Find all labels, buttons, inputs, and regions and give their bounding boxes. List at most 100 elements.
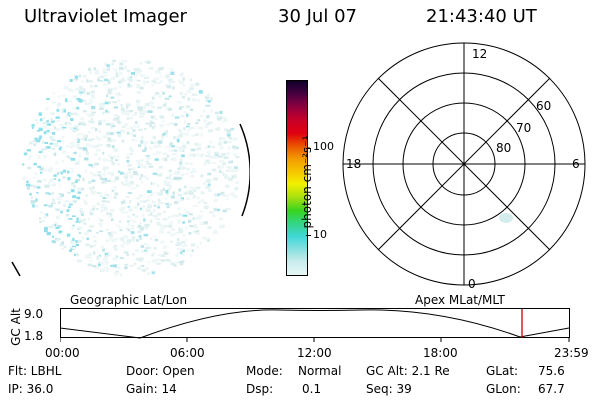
uv-speckle <box>192 98 197 102</box>
uv-speckle <box>123 183 128 186</box>
uv-speckle <box>90 90 95 94</box>
uv-speckle <box>59 146 62 149</box>
uv-speckle <box>27 166 32 170</box>
uv-speckle <box>68 203 73 206</box>
uv-speckle <box>97 138 103 141</box>
uv-speckle <box>233 166 238 170</box>
uv-speckle <box>118 134 122 138</box>
uv-speckle <box>188 154 194 157</box>
limb-arc-right <box>239 123 250 217</box>
uv-speckle <box>47 123 52 126</box>
uv-speckle <box>178 107 182 110</box>
uv-speckle <box>160 136 164 140</box>
uv-speckle <box>113 148 116 151</box>
uv-speckle <box>106 94 108 98</box>
uv-speckle <box>178 199 184 202</box>
uv-speckle <box>218 169 222 173</box>
uv-speckle <box>127 70 131 72</box>
uv-speckle <box>53 178 56 180</box>
uv-speckle <box>102 111 105 115</box>
uv-speckle <box>126 181 131 185</box>
uv-speckle <box>144 208 149 211</box>
uv-speckle <box>166 205 170 209</box>
uv-speckle <box>208 152 211 156</box>
uv-speckle <box>195 122 199 124</box>
uv-speckle <box>99 230 104 232</box>
uv-speckle <box>125 112 130 116</box>
uv-speckle <box>138 108 143 112</box>
uv-speckle <box>57 145 61 147</box>
uv-speckle <box>122 241 126 243</box>
uv-speckle <box>77 139 81 142</box>
uv-speckle <box>77 259 82 263</box>
uv-speckle <box>159 72 162 75</box>
uv-speckle <box>112 257 118 261</box>
uv-speckle <box>85 149 88 153</box>
uv-speckle <box>209 157 213 159</box>
polar-uv-patch <box>499 213 513 223</box>
uv-speckle <box>75 243 79 247</box>
uv-speckle <box>39 118 43 122</box>
uv-speckle <box>46 98 50 100</box>
uv-speckle <box>75 178 80 182</box>
uv-speckle <box>223 140 228 144</box>
uv-speckle <box>114 70 118 73</box>
uv-speckle <box>112 155 116 159</box>
uv-speckle <box>105 268 109 271</box>
uv-speckle <box>43 204 48 207</box>
uv-speckle <box>173 261 179 264</box>
uv-speckle <box>75 254 79 257</box>
uv-speckle <box>106 64 110 68</box>
uv-speckle <box>162 152 167 155</box>
uv-speckle <box>140 258 143 262</box>
uv-speckle <box>173 264 177 267</box>
uv-speckle <box>169 68 174 71</box>
uv-speckle <box>206 115 210 119</box>
uv-speckle <box>196 186 201 190</box>
uv-speckle <box>61 159 65 163</box>
uv-speckle <box>103 62 108 64</box>
uv-speckle <box>99 206 103 209</box>
uv-speckle <box>145 103 150 107</box>
uv-speckle <box>148 67 154 70</box>
timeline-x-tick-0600: 06:00 <box>170 346 205 360</box>
uv-speckle <box>190 83 195 87</box>
uv-speckle <box>126 127 131 130</box>
uv-speckle <box>137 230 141 234</box>
uv-speckle <box>100 104 105 107</box>
uv-speckle <box>143 105 146 109</box>
uv-speckle <box>105 239 110 242</box>
uv-speckle <box>37 165 41 168</box>
uv-speckle <box>86 79 89 83</box>
uv-speckle <box>133 220 137 223</box>
uv-speckle <box>108 216 113 218</box>
uv-speckle <box>225 175 230 178</box>
uv-speckle <box>164 225 168 228</box>
uv-speckle <box>151 96 155 100</box>
uv-speckle <box>141 110 147 113</box>
uv-speckle <box>127 83 131 87</box>
uv-speckle <box>231 175 235 179</box>
uv-speckle <box>131 236 136 240</box>
uv-speckle <box>111 62 114 66</box>
uv-speckle <box>66 155 70 158</box>
timeline-x-tick-0000: 00:00 <box>45 346 80 360</box>
uv-speckle <box>113 264 117 268</box>
uv-speckle <box>143 242 147 246</box>
uv-speckle <box>82 123 87 126</box>
uv-speckle <box>104 177 107 182</box>
uv-speckle <box>107 81 111 84</box>
uv-speckle <box>51 148 56 151</box>
uv-speckle <box>179 106 185 108</box>
uv-speckle <box>100 203 105 206</box>
uv-speckle <box>87 181 92 184</box>
uv-speckle <box>137 163 143 167</box>
uv-speckle <box>209 97 213 101</box>
uv-speckle <box>121 125 126 128</box>
uv-speckle <box>126 242 131 245</box>
timeline-y-axis-label: GC Alt <box>9 308 23 346</box>
uv-speckle <box>182 252 185 256</box>
uv-speckle <box>62 150 67 154</box>
uv-speckle <box>196 147 201 151</box>
uv-speckle <box>55 161 58 165</box>
